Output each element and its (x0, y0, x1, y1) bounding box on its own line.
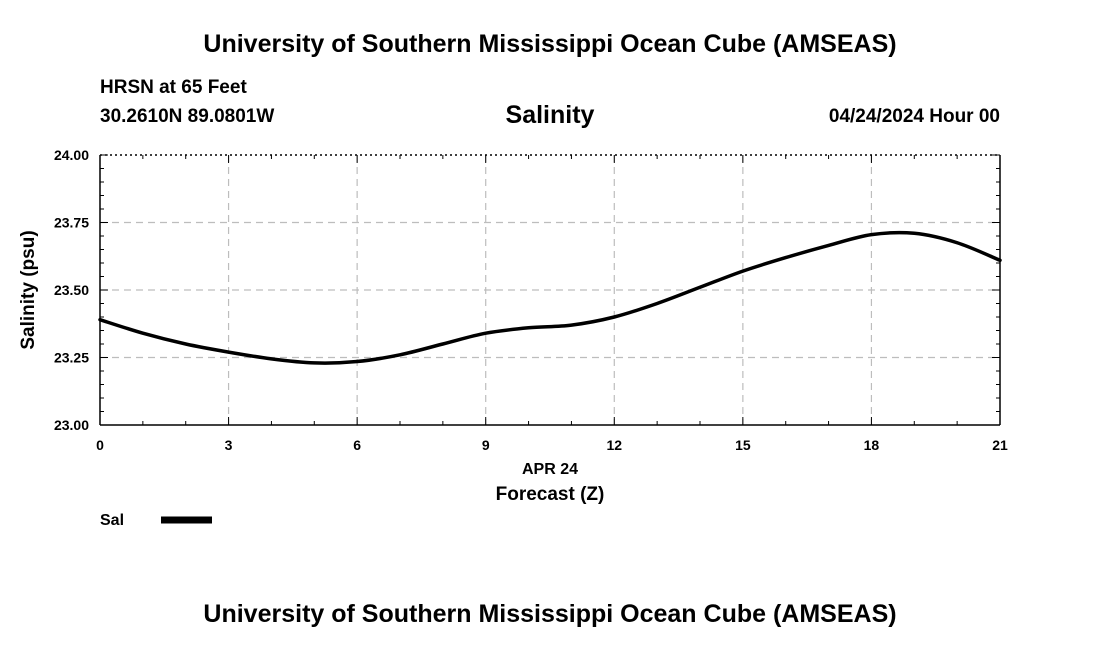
grid (100, 155, 1000, 425)
x-tick-label: 0 (96, 437, 104, 453)
y-tick-label: 24.00 (54, 147, 89, 163)
footer-title: University of Southern Mississippi Ocean… (203, 600, 897, 628)
axes (99, 154, 1001, 426)
y-tick-label: 23.75 (54, 215, 89, 231)
forecast-datetime: 04/24/2024 Hour 00 (828, 106, 1000, 127)
x-axis-label: Forecast (Z) (496, 484, 605, 505)
legend-label: Sal (100, 512, 124, 529)
x-tick-label: 3 (225, 437, 233, 453)
station-coordinates: 30.2610N 89.0801W (100, 106, 275, 127)
page-title: University of Southern Mississippi Ocean… (203, 30, 897, 58)
chart-title: Salinity (505, 101, 595, 129)
x-tick-label: 12 (606, 437, 622, 453)
x-tick-label: 21 (992, 437, 1008, 453)
axis-labels: 0 3 6 9 12 15 18 21 23.00 23.25 23.50 23.75 24.00 APR… (18, 147, 1008, 529)
x-tick-label: 6 (353, 437, 361, 453)
y-tick-label: 23.00 (54, 417, 89, 433)
station-label: HRSN at 65 Feet (100, 77, 247, 98)
x-tick-label: 9 (482, 437, 490, 453)
series (98, 230, 1002, 365)
x-tick-label: 18 (864, 437, 880, 453)
y-axis-label: Salinity (psu) (18, 230, 39, 349)
y-tick-label: 23.50 (54, 282, 89, 298)
x-tick-label: 15 (735, 437, 751, 453)
y-tick-label: 23.25 (54, 350, 89, 366)
series-line-sal (98, 230, 1002, 365)
x-axis-sublabel: APR 24 (522, 461, 578, 478)
